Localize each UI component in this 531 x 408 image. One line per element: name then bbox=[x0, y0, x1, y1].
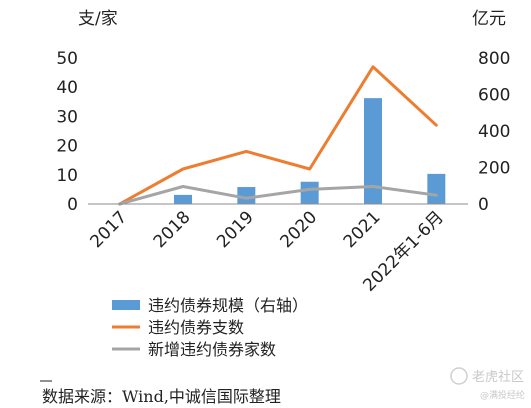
legend-label: 违约债券支数 bbox=[148, 318, 244, 337]
left-axis-unit: 支/家 bbox=[78, 9, 118, 29]
series-line bbox=[118, 65, 438, 206]
x-tick-label: 2020 bbox=[276, 207, 321, 252]
legend-swatch bbox=[112, 300, 140, 310]
left-tick-label: 20 bbox=[56, 137, 78, 157]
tiger-icon bbox=[450, 367, 468, 385]
watermark-subtext: @满投经纶 bbox=[480, 389, 525, 401]
source-note: 数据来源：Wind,中诚信国际整理 bbox=[42, 387, 281, 406]
right-tick-label: 400 bbox=[478, 122, 510, 142]
x-tick-label: 2018 bbox=[150, 207, 195, 252]
left-tick-label: 50 bbox=[56, 49, 78, 69]
x-tick-label: 2017 bbox=[86, 207, 131, 252]
left-tick-label: 40 bbox=[56, 78, 78, 98]
right-tick-label: 200 bbox=[478, 159, 510, 179]
bar bbox=[364, 98, 382, 204]
bar bbox=[427, 173, 446, 204]
right-axis-unit: 亿元 bbox=[472, 9, 506, 29]
left-tick-label: 0 bbox=[67, 195, 78, 215]
watermark-text: 老虎社区 bbox=[472, 369, 524, 385]
bar-series bbox=[110, 98, 446, 204]
line-series bbox=[118, 65, 438, 206]
right-axis-ticks: 0 200 400 600 800 bbox=[478, 49, 510, 215]
bar bbox=[174, 194, 192, 204]
legend-label: 违约债券规模（右轴） bbox=[148, 296, 308, 315]
bar bbox=[237, 187, 256, 204]
right-tick-label: 600 bbox=[478, 86, 510, 106]
watermark: 老虎社区 @满投经纶 bbox=[450, 367, 525, 401]
left-tick-label: 30 bbox=[56, 107, 78, 127]
series-line bbox=[118, 185, 438, 206]
x-tick-label: 2021 bbox=[340, 207, 385, 252]
x-tick-label: 2019 bbox=[213, 207, 258, 252]
left-tick-label: 10 bbox=[56, 166, 78, 186]
right-tick-label: 800 bbox=[478, 49, 510, 69]
left-axis-ticks: 0 10 20 30 40 50 bbox=[56, 49, 78, 215]
legend-label: 新增违约债券家数 bbox=[148, 340, 276, 359]
right-tick-label: 0 bbox=[478, 195, 489, 215]
bar bbox=[300, 181, 319, 204]
